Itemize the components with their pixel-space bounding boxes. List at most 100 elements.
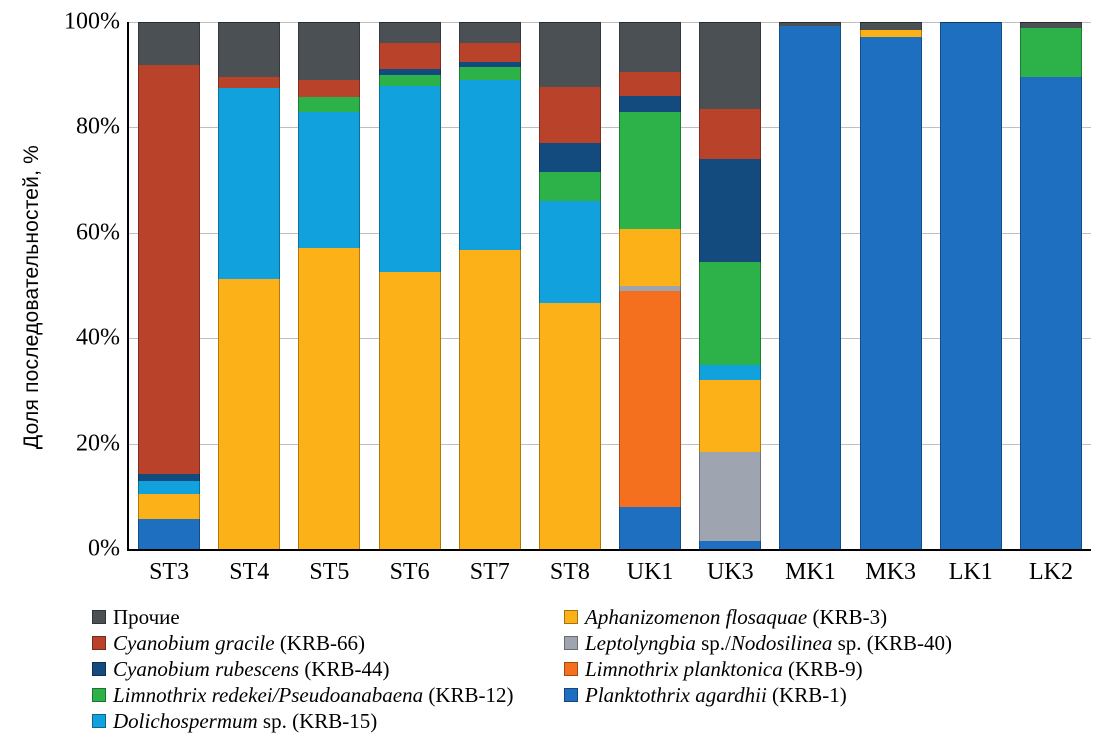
bar-segment[interactable] <box>1019 77 1082 549</box>
stacked-bar[interactable]: LK2 <box>1019 22 1082 585</box>
legend-label: Прочие <box>113 604 180 629</box>
bar-segment[interactable] <box>619 95 682 112</box>
bar-segment[interactable] <box>138 480 201 494</box>
bar-segment[interactable] <box>218 77 281 88</box>
bar-segment[interactable] <box>699 380 762 452</box>
bar-group-uk1[interactable]: UK1 <box>610 22 690 585</box>
bar-segment[interactable] <box>138 65 201 474</box>
bar-group-st6[interactable]: ST6 <box>370 22 450 585</box>
bar-segment[interactable] <box>538 86 601 144</box>
stacked-bar[interactable]: ST5 <box>298 22 361 585</box>
bar-segment[interactable] <box>458 22 521 44</box>
stacked-bar[interactable]: MK1 <box>779 22 842 585</box>
bar-segment[interactable] <box>138 493 201 519</box>
legend-item[interactable]: Dolichospermum sp. (KRB-15) <box>92 708 564 734</box>
legend-item[interactable]: Aphanizomenon flosaquae (KRB-3) <box>564 604 1092 630</box>
bars-layer: ST3 ST4 ST5 ST6 ST7 ST8 UK1 UK3 MK1 MK3 LK1 LK2 <box>129 22 1091 585</box>
bar-group-st3[interactable]: ST3 <box>129 22 209 585</box>
legend-item[interactable]: Limnothrix redekei/Pseudoanabaena (KRB-1… <box>92 682 564 708</box>
bar-segment[interactable] <box>218 22 281 78</box>
bar-segment[interactable] <box>619 111 682 229</box>
bar-segment[interactable] <box>619 228 682 286</box>
bar-segment[interactable] <box>699 541 762 549</box>
bar-segment[interactable] <box>699 261 762 365</box>
bar-segment[interactable] <box>298 247 361 549</box>
legend-item[interactable]: Limnothrix planktonica (KRB-9) <box>564 656 1092 682</box>
bar-segment[interactable] <box>378 272 441 549</box>
bar-segment[interactable] <box>458 250 521 549</box>
bar-segment[interactable] <box>458 61 521 67</box>
bar-segment[interactable] <box>298 96 361 112</box>
bar-segment[interactable] <box>619 290 682 507</box>
legend-item[interactable]: Cyanobium rubescens (KRB-44) <box>92 656 564 682</box>
bar-segment[interactable] <box>1019 22 1082 29</box>
legend-item[interactable]: Planktothrix agardhii (KRB-1) <box>564 682 1092 708</box>
bar-segment[interactable] <box>859 22 922 30</box>
bar-segment[interactable] <box>538 172 601 202</box>
bar-segment[interactable] <box>218 87 281 279</box>
bar-segment[interactable] <box>458 66 521 80</box>
stacked-bar[interactable]: ST4 <box>218 22 281 585</box>
y-axis-tick-label: 0% <box>88 535 120 562</box>
bar-segment[interactable] <box>779 25 842 549</box>
bar-group-lk2[interactable]: LK2 <box>1011 22 1091 585</box>
stacked-bar[interactable]: UK3 <box>699 22 762 585</box>
bar-segment[interactable] <box>779 22 842 26</box>
stacked-bar[interactable]: MK3 <box>859 22 922 585</box>
bar-group-mk3[interactable]: MK3 <box>851 22 931 585</box>
bar-segment[interactable] <box>378 43 441 70</box>
bar-segment[interactable] <box>538 302 601 549</box>
bar-segment[interactable] <box>699 451 762 542</box>
bar-group-lk1[interactable]: LK1 <box>931 22 1011 585</box>
bar-segment[interactable] <box>699 109 762 160</box>
bar-group-st8[interactable]: ST8 <box>530 22 610 585</box>
bar-segment[interactable] <box>458 79 521 251</box>
bar-segment[interactable] <box>138 473 201 481</box>
stacked-bar[interactable]: UK1 <box>619 22 682 585</box>
bar-group-mk1[interactable]: MK1 <box>770 22 850 585</box>
bar-segment[interactable] <box>538 201 601 303</box>
bar-group-st5[interactable]: ST5 <box>289 22 369 585</box>
bar-group-st7[interactable]: ST7 <box>450 22 530 585</box>
bar-segment[interactable] <box>538 143 601 173</box>
stacked-bar[interactable]: LK1 <box>939 22 1002 585</box>
x-axis-tick-label: ST3 <box>149 559 190 585</box>
gridline: 0% <box>88 536 1091 562</box>
bar-segment[interactable] <box>458 43 521 62</box>
legend-item[interactable]: Прочие <box>92 604 564 630</box>
legend-swatch-icon <box>564 610 578 624</box>
bar-segment[interactable] <box>619 22 682 73</box>
bar-segment[interactable] <box>619 72 682 96</box>
bar-segment[interactable] <box>619 506 682 549</box>
bar-segment[interactable] <box>699 364 762 381</box>
bar-segment[interactable] <box>218 278 281 549</box>
bar-segment[interactable] <box>859 36 922 549</box>
stacked-bar[interactable]: ST7 <box>458 22 521 585</box>
bar-segment[interactable] <box>298 80 361 97</box>
bar-segment[interactable] <box>298 22 361 80</box>
stacked-bar[interactable]: ST6 <box>378 22 441 585</box>
bar-segment[interactable] <box>298 111 361 248</box>
bar-group-st4[interactable]: ST4 <box>209 22 289 585</box>
bar-segment[interactable] <box>1019 28 1082 78</box>
legend-swatch-icon <box>92 610 106 624</box>
bar-segment[interactable] <box>378 86 441 273</box>
bar-segment[interactable] <box>859 29 922 37</box>
legend-item[interactable]: Cyanobium gracile (KRB-66) <box>92 630 564 656</box>
bar-segment[interactable] <box>138 518 201 549</box>
bar-segment[interactable] <box>378 22 441 44</box>
bar-segment[interactable] <box>939 22 1002 549</box>
stacked-bar[interactable]: ST3 <box>138 22 201 585</box>
stacked-bar[interactable]: ST8 <box>538 22 601 585</box>
bar-segment[interactable] <box>378 69 441 75</box>
bar-segment[interactable] <box>699 22 762 110</box>
bar-segment[interactable] <box>699 159 762 262</box>
legend-item[interactable]: Leptolyngbia sp./Nodosilinea sp. (KRB-40… <box>564 630 1092 656</box>
gridline: 100% <box>64 9 1091 35</box>
bar-segment[interactable] <box>138 22 201 66</box>
legend-swatch-icon <box>564 636 578 650</box>
bar-group-uk3[interactable]: UK3 <box>690 22 770 585</box>
bar-segment[interactable] <box>538 22 601 87</box>
bar-segment[interactable] <box>378 74 441 87</box>
bar-segment[interactable] <box>619 285 682 291</box>
